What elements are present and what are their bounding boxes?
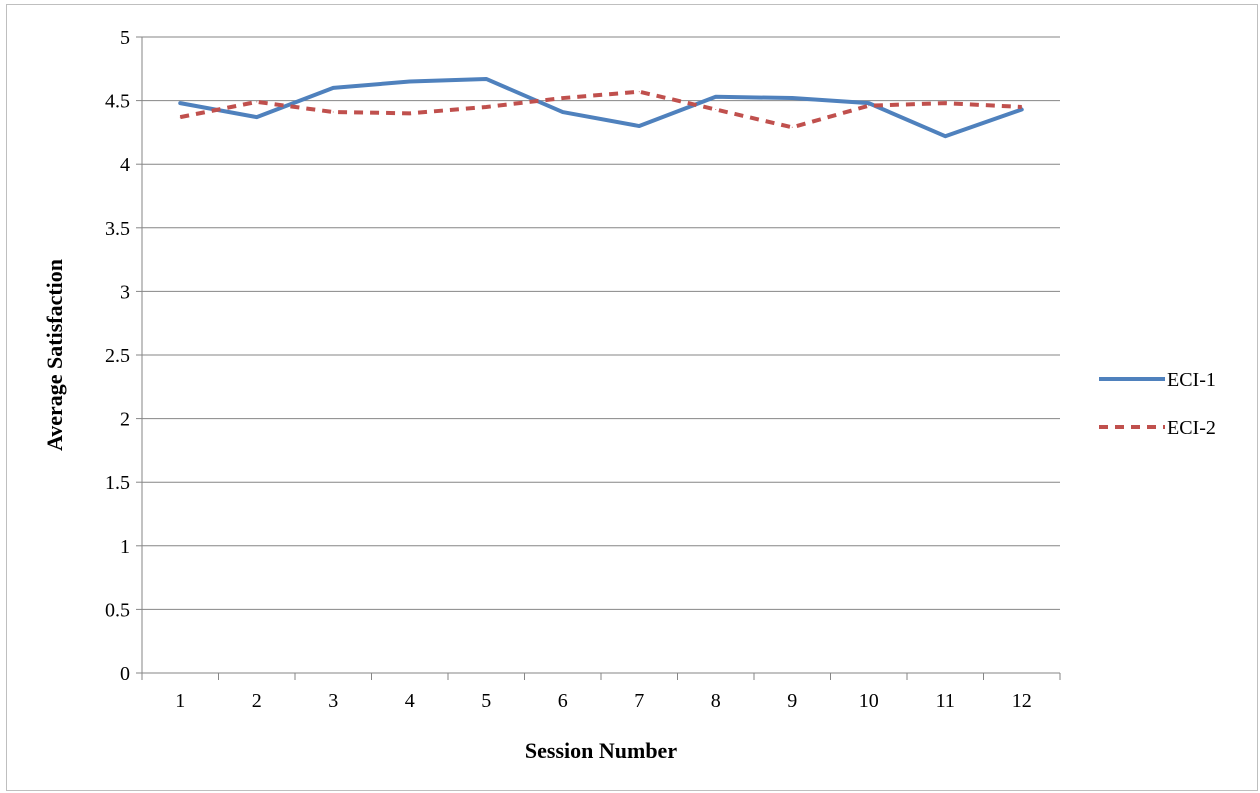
y-tick-label: 3.5: [105, 218, 130, 240]
x-tick-label: 5: [481, 690, 491, 712]
series-lines: [178, 76, 1024, 139]
x-tick-label: 6: [558, 690, 568, 712]
data-point: [485, 78, 487, 80]
x-tick-label: 8: [711, 690, 721, 712]
legend-label: ECI-1: [1167, 369, 1216, 391]
x-tick-label: 1: [175, 690, 185, 712]
gridlines: [142, 36, 1060, 610]
x-tick-label: 9: [787, 690, 797, 712]
data-point: [944, 135, 946, 137]
series-line-eci-2: [179, 89, 1022, 130]
data-point: [256, 101, 258, 103]
data-point: [868, 105, 870, 107]
x-tick-label: 4: [405, 690, 415, 712]
data-point: [791, 126, 793, 128]
x-tick-label: 3: [328, 690, 338, 712]
data-point: [944, 102, 946, 104]
y-tick-label: 1.5: [105, 472, 130, 494]
legend: ECI-1 ECI-2: [1099, 369, 1216, 439]
data-point: [562, 97, 564, 99]
x-tick-label: 7: [634, 690, 644, 712]
data-point: [562, 111, 564, 113]
y-tick-label: 4.5: [105, 91, 130, 113]
x-tick-label: 10: [859, 690, 879, 712]
data-point: [332, 111, 334, 113]
data-point: [638, 91, 640, 93]
data-point: [179, 116, 181, 118]
data-point: [409, 112, 411, 114]
data-point: [715, 96, 717, 98]
y-axis-title: Average Satisfaction: [42, 259, 67, 451]
x-tick-labels: 1 2 3 4 5 6 7 8 9 10 11 12: [175, 690, 1032, 712]
data-point: [332, 87, 334, 89]
data-point: [409, 81, 411, 83]
x-tick-label: 12: [1012, 690, 1032, 712]
x-tick-label: 11: [936, 690, 955, 712]
x-tick-label: 2: [252, 690, 262, 712]
chart-frame: 0 0.5 1 1.5 2 2.5 3 3.5 4 4.5 5 1 2 3 4 5 6 7 8 9 10 11 12 Av…: [6, 4, 1258, 791]
data-point: [638, 125, 640, 127]
data-point: [868, 102, 870, 104]
data-point: [256, 116, 258, 118]
y-tick-label: 5: [120, 27, 130, 49]
data-point: [1021, 106, 1023, 108]
y-tick-labels: 0 0.5 1 1.5 2 2.5 3 3.5 4 4.5 5: [105, 27, 130, 685]
data-point: [1021, 109, 1023, 111]
y-tick-label: 4: [120, 154, 130, 176]
axes: [136, 36, 1061, 680]
y-tick-label: 1: [120, 536, 130, 558]
data-point: [179, 102, 181, 104]
data-point: [715, 109, 717, 111]
data-point: [485, 106, 487, 108]
y-tick-label: 0: [120, 663, 130, 685]
y-tick-label: 2: [120, 409, 130, 431]
legend-label: ECI-2: [1167, 417, 1216, 439]
y-tick-label: 2.5: [105, 345, 130, 367]
x-axis-title: Session Number: [525, 738, 677, 763]
series-line-eci-1: [178, 76, 1024, 139]
y-tick-label: 0.5: [105, 599, 130, 621]
line-chart: 00.511.522.533.544.55 1 2 3 4 5 6 7 8 9 10 11 12 Av…: [42, 27, 1216, 763]
data-point: [791, 97, 793, 99]
y-tick-label: 3: [120, 281, 130, 303]
